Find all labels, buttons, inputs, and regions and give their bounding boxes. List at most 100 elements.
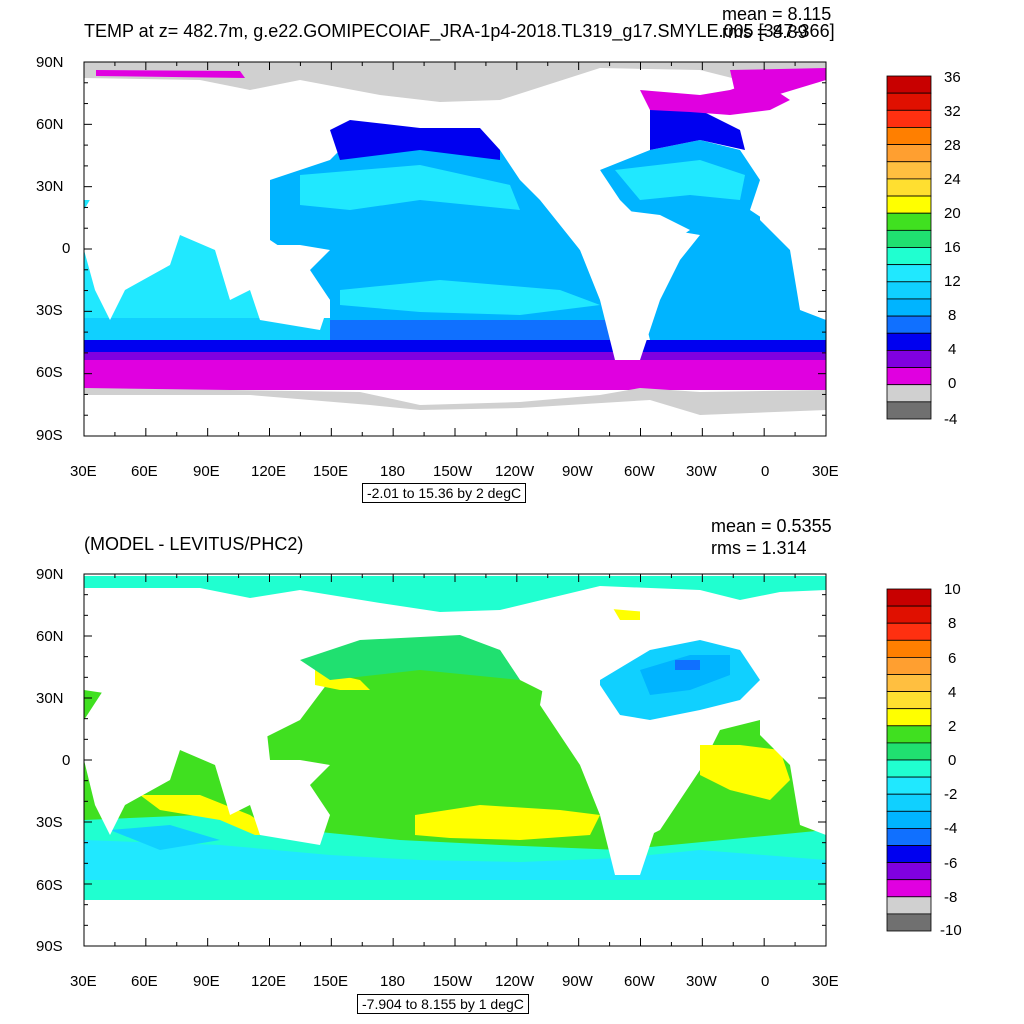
colorbar-swatch [886, 879, 932, 898]
bottom-colorbar-label: -6 [944, 855, 958, 872]
top-lon-label: 90W [562, 463, 593, 480]
top-lon-label: 120E [251, 463, 287, 480]
bottom-colorbar-label: -4 [944, 820, 958, 837]
top-lat-label: 0 [62, 240, 71, 257]
colorbar-swatch [886, 178, 932, 197]
colorbar-swatch [886, 742, 932, 761]
bottom-lat-label: 30N [36, 690, 64, 707]
colorbar-swatch [886, 332, 932, 351]
bottom-colorbar-label: -10 [940, 922, 962, 939]
colorbar-swatch [886, 195, 932, 214]
top-lon-label: 0 [761, 463, 770, 480]
bottom-lon-label: 30E [812, 973, 839, 990]
top-lon-label: 30E [812, 463, 839, 480]
bottom-colorbar-label: 8 [948, 615, 957, 632]
bottom-colorbar-label: 0 [948, 752, 957, 769]
top-lon-label: 150W [433, 463, 473, 480]
bottom-lon-label: 60W [624, 973, 655, 990]
bottom-lon-label: 90W [562, 973, 593, 990]
bottom-lat-label: 60N [36, 628, 64, 645]
top-mean: mean = 8.115 [722, 4, 832, 24]
colorbar-swatch [886, 793, 932, 812]
top-colorbar-label: 20 [944, 205, 961, 222]
bottom-lon-label: 30E [70, 973, 97, 990]
colorbar-swatch [886, 828, 932, 846]
colorbar-swatch [886, 862, 932, 881]
bottom-lon-label: 90E [193, 973, 220, 990]
bottom-lon-label: 60E [131, 973, 158, 990]
colorbar-swatch [886, 367, 932, 386]
colorbar-swatch [886, 691, 932, 710]
top-lat-label: 30S [36, 302, 63, 319]
bottom-colorbar-label: 2 [948, 718, 957, 735]
top-lon-label: 60E [131, 463, 158, 480]
top-colorbar [886, 75, 932, 420]
top-colorbar-label: 32 [944, 103, 961, 120]
colorbar-swatch [886, 588, 932, 607]
top-colorbar-label: 0 [948, 375, 957, 392]
bottom-ticks [83, 573, 827, 947]
colorbar-swatch [886, 605, 932, 624]
colorbar-swatch [886, 639, 932, 658]
colorbar-swatch [886, 161, 932, 180]
bottom-lon-label: 180 [380, 973, 406, 990]
bottom-lon-label: 120E [251, 973, 287, 990]
colorbar-swatch [886, 384, 932, 403]
bottom-lat-label: 90N [36, 566, 64, 583]
bottom-colorbar-label: -8 [944, 889, 958, 906]
top-colorbar-label: 16 [944, 239, 961, 256]
top-lon-label: 30W [686, 463, 717, 480]
top-lon-label: 120W [495, 463, 535, 480]
bottom-lat-label: 30S [36, 814, 63, 831]
colorbar-swatch [886, 776, 932, 795]
colorbar-swatch [886, 144, 932, 163]
top-lat-label: 90N [36, 54, 64, 71]
top-colorbar-label: 12 [944, 273, 961, 290]
colorbar-swatch [886, 913, 932, 932]
top-lon-label: 150E [313, 463, 349, 480]
bottom-mean: mean = 0.5355 [711, 516, 832, 536]
bottom-colorbar-label: -2 [944, 786, 958, 803]
bottom-lon-label: 0 [761, 973, 770, 990]
bottom-contour-range: -7.904 to 8.155 by 1 degC [357, 994, 529, 1014]
colorbar-swatch [886, 247, 932, 266]
colorbar-swatch [886, 349, 932, 368]
colorbar-swatch [886, 674, 932, 693]
bottom-colorbar-label: 6 [948, 650, 957, 667]
top-lat-label: 30N [36, 178, 64, 195]
bottom-colorbar-label: 10 [944, 581, 961, 598]
bottom-lon-label: 150W [433, 973, 473, 990]
colorbar-swatch [886, 264, 932, 283]
top-lon-label: 60W [624, 463, 655, 480]
bottom-lon-label: 30W [686, 973, 717, 990]
bottom-lat-label: 0 [62, 752, 71, 769]
top-lat-label: 90S [36, 427, 63, 444]
colorbar-swatch [886, 845, 932, 864]
top-colorbar-label: 28 [944, 137, 961, 154]
bottom-lat-label: 90S [36, 938, 63, 955]
top-map-field [84, 62, 826, 436]
top-ticks [83, 61, 827, 437]
top-contour-range: -2.01 to 15.36 by 2 degC [362, 483, 527, 503]
top-lat-label: 60S [36, 364, 63, 381]
top-colorbar-label: 36 [944, 69, 961, 86]
colorbar-swatch [886, 298, 932, 317]
colorbar-swatch [886, 657, 932, 675]
top-lon-label: 180 [380, 463, 406, 480]
colorbar-swatch [886, 810, 932, 829]
bottom-lon-label: 150E [313, 973, 349, 990]
top-colorbar-label: 8 [948, 307, 957, 324]
colorbar-swatch [886, 75, 932, 94]
bottom-colorbar [886, 588, 932, 932]
top-colorbar-label: 4 [948, 341, 957, 358]
colorbar-swatch [886, 281, 932, 300]
top-title: TEMP at z= 482.7m, g.e22.GOMIPECOIAF_JRA… [84, 21, 835, 41]
colorbar-swatch [886, 725, 932, 744]
bottom-lat-label: 60S [36, 877, 63, 894]
bottom-colorbar-label: 4 [948, 684, 957, 701]
colorbar-swatch [886, 212, 932, 231]
colorbar-swatch [886, 92, 932, 111]
colorbar-swatch [886, 708, 932, 727]
top-rms: rms = 8.89 [722, 22, 808, 42]
